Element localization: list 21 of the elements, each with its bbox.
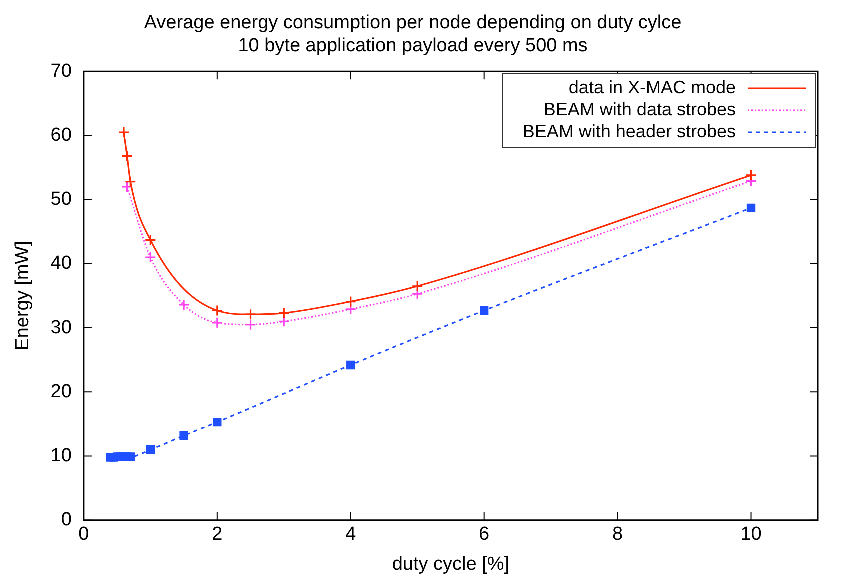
x-tick-label: 2 <box>212 524 223 546</box>
y-tick-label: 70 <box>50 60 72 82</box>
y-tick-label: 40 <box>50 253 72 274</box>
x-axis-title: duty cycle [%] <box>392 554 510 575</box>
legend-label: data in X-MAC mode <box>568 78 736 98</box>
y-tick-label: 30 <box>50 317 72 338</box>
y-tick-label: 60 <box>50 124 72 146</box>
chart-subtitle: 10 byte application payload every 500 ms <box>238 35 588 56</box>
x-tick-label: 4 <box>346 524 357 546</box>
y-tick-label: 20 <box>50 381 72 402</box>
y-tick-label: 10 <box>50 446 72 467</box>
x-tick-label: 6 <box>479 524 490 546</box>
chart-title: Average energy consumption per node depending on duty cylce <box>144 12 682 34</box>
x-tick-label: 0 <box>78 524 90 546</box>
y-tick-label: 50 <box>50 189 72 210</box>
legend-label: BEAM with header strobes <box>522 122 736 142</box>
y-axis-title: Energy [mW] <box>12 241 34 351</box>
x-tick-label: 10 <box>740 524 762 546</box>
x-tick-label: 8 <box>612 524 624 546</box>
y-tick-label: 0 <box>61 510 72 531</box>
legend-label: BEAM with data strobes <box>544 100 736 120</box>
